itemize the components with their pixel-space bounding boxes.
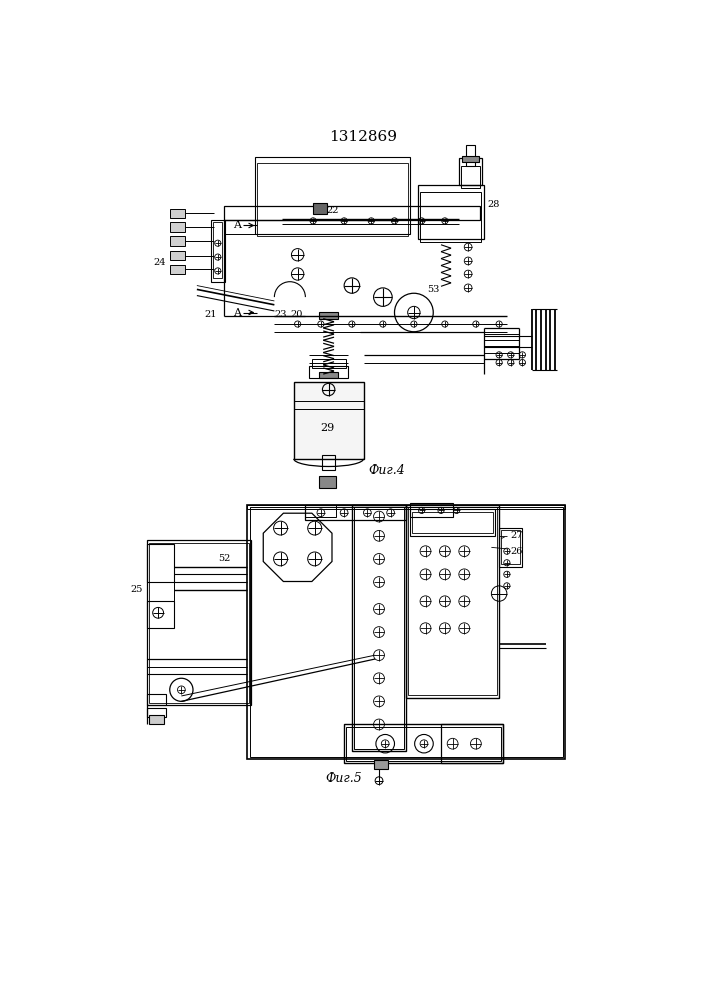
Bar <box>309 366 348 378</box>
Bar <box>247 505 565 759</box>
Bar <box>255 157 410 234</box>
Bar <box>213 222 223 278</box>
Text: A: A <box>233 220 241 230</box>
Bar <box>418 185 484 239</box>
Bar <box>354 507 404 749</box>
Bar <box>146 544 174 582</box>
Bar <box>461 166 480 188</box>
Bar <box>320 476 337 488</box>
Bar <box>320 372 338 378</box>
Text: 53: 53 <box>427 285 440 294</box>
Text: 23: 23 <box>274 310 287 319</box>
Bar <box>149 543 249 703</box>
Bar <box>312 359 346 368</box>
Bar <box>412 512 493 533</box>
Text: 22: 22 <box>326 206 339 215</box>
Bar <box>146 601 174 628</box>
Bar <box>373 760 387 769</box>
Bar <box>170 251 185 260</box>
Text: Фиг.5: Фиг.5 <box>326 772 363 785</box>
Text: 27: 27 <box>510 531 523 540</box>
Bar <box>466 145 475 166</box>
Text: 20: 20 <box>290 310 303 319</box>
Bar <box>224 206 480 220</box>
Bar <box>170 222 185 232</box>
Bar <box>462 156 479 162</box>
Text: 21: 21 <box>204 310 217 319</box>
Text: 28: 28 <box>488 200 500 209</box>
Bar <box>293 382 363 459</box>
Text: 29: 29 <box>320 423 334 433</box>
Bar <box>146 540 251 705</box>
Bar <box>501 530 520 564</box>
Text: 1312869: 1312869 <box>329 130 397 144</box>
Bar <box>346 727 501 761</box>
Bar <box>441 724 503 763</box>
Bar <box>409 507 497 695</box>
Text: A: A <box>233 308 241 318</box>
Bar <box>146 708 166 717</box>
Text: 24: 24 <box>153 258 166 267</box>
Bar <box>410 503 452 517</box>
Bar <box>420 192 481 242</box>
Bar <box>170 209 185 218</box>
Bar <box>149 715 164 724</box>
Bar <box>410 509 495 536</box>
Bar <box>305 505 406 520</box>
Bar <box>406 505 499 698</box>
Bar <box>322 455 335 470</box>
Bar <box>352 505 406 751</box>
Bar <box>170 265 185 274</box>
Bar <box>459 158 482 185</box>
Bar <box>320 312 338 319</box>
Bar <box>499 528 522 567</box>
Bar <box>344 724 503 763</box>
Bar <box>313 203 327 214</box>
Text: 26: 26 <box>510 547 523 556</box>
Text: Фиг.4: Фиг.4 <box>368 464 405 477</box>
Text: 52: 52 <box>218 554 230 563</box>
Bar <box>170 236 185 246</box>
Bar <box>257 163 408 236</box>
Bar <box>146 582 174 601</box>
Bar <box>211 220 225 282</box>
Text: 25: 25 <box>130 585 143 594</box>
Bar <box>146 694 166 705</box>
Bar <box>250 507 563 757</box>
